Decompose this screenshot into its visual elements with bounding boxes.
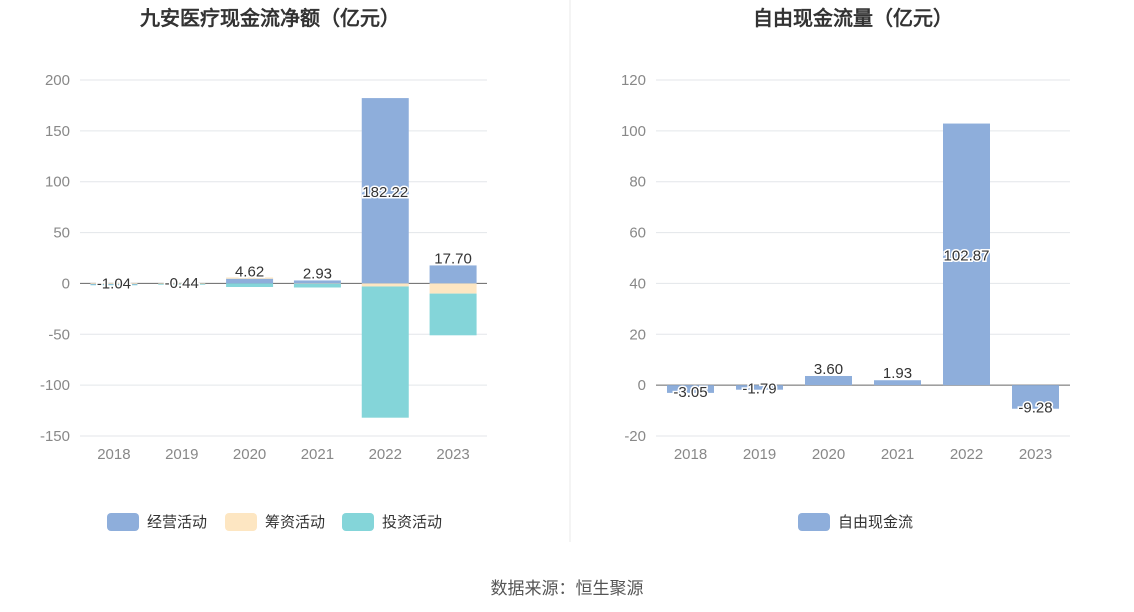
y-tick-label: -150 [40, 428, 70, 445]
legend-swatch-筹资活动 [225, 513, 257, 531]
x-tick-label: 2021 [301, 446, 334, 463]
bar-筹资活动-2020 [226, 277, 274, 279]
data-label: -3.05 [673, 384, 707, 401]
x-tick-label: 2018 [674, 446, 707, 463]
x-tick-label: 2020 [233, 446, 266, 463]
x-tick-label: 2019 [165, 446, 198, 463]
y-tick-label: 100 [621, 123, 646, 140]
data-label: 1.93 [883, 365, 912, 382]
x-tick-label: 2019 [743, 446, 776, 463]
bar-经营活动-2018 [90, 283, 138, 285]
y-tick-label: 80 [629, 174, 646, 191]
bar-自由现金流-2020 [805, 375, 852, 386]
y-tick-label: -100 [40, 377, 70, 394]
data-source-note: 数据来源：恒生聚源 [490, 579, 644, 599]
y-tick-label: -20 [624, 428, 646, 445]
y-tick-label: 20 [629, 326, 646, 343]
bar-自由现金流-2022 [943, 123, 990, 386]
bar-投资活动-2020 [226, 283, 274, 287]
data-label: -0.44 [165, 275, 199, 292]
y-tick-label: 50 [53, 225, 70, 242]
data-label: 182.22 [362, 184, 408, 201]
bar-经营活动-2020 [226, 278, 274, 284]
legend-label: 自由现金流 [838, 513, 913, 531]
bar-筹资活动-2019 [158, 283, 206, 285]
y-tick-label: 60 [629, 225, 646, 242]
legend-swatch-经营活动 [107, 513, 139, 531]
x-tick-label: 2023 [1019, 446, 1052, 463]
bar-自由现金流-2023 [1012, 385, 1059, 409]
data-label: 2.93 [303, 265, 332, 282]
data-label: -1.79 [742, 381, 776, 398]
bar-经营活动-2023 [429, 265, 477, 284]
x-tick-label: 2022 [950, 446, 983, 463]
data-label: 102.87 [944, 247, 990, 264]
bar-筹资活动-2018 [90, 283, 138, 284]
y-tick-label: 0 [638, 377, 646, 394]
bar-投资活动-2018 [90, 284, 138, 286]
bar-自由现金流-2021 [874, 380, 921, 386]
x-tick-label: 2018 [97, 446, 130, 463]
bar-筹资活动-2023 [429, 283, 477, 294]
chart-title: 自由现金流量（亿元） [753, 6, 953, 30]
data-label: -9.28 [1018, 400, 1052, 417]
y-tick-label: 40 [629, 275, 646, 292]
data-label: -1.04 [97, 275, 131, 292]
x-tick-label: 2023 [436, 446, 469, 463]
bar-投资活动-2019 [158, 283, 206, 285]
bar-投资活动-2022 [361, 286, 409, 418]
y-tick-label: 0 [62, 275, 70, 292]
bar-投资活动-2023 [429, 293, 477, 336]
legend-label: 经营活动 [147, 513, 207, 531]
bar-经营活动-2021 [293, 280, 341, 284]
x-tick-label: 2022 [369, 446, 402, 463]
legend-swatch-投资活动 [342, 513, 374, 531]
bar-经营活动-2022 [361, 98, 409, 284]
bar-自由现金流-2018 [667, 385, 714, 393]
bar-自由现金流-2019 [736, 385, 783, 390]
data-label: 17.70 [434, 250, 472, 267]
chart-title: 九安医疗现金流净额（亿元） [139, 6, 400, 30]
data-label: 4.62 [235, 264, 264, 281]
y-tick-label: 150 [45, 123, 70, 140]
chart-panel-1: 九安医疗现金流净额（亿元） 200 150 100 50 0 -50 -100 -150 2018… [40, 6, 487, 531]
legend-swatch-自由现金流 [798, 513, 830, 531]
legend-label: 筹资活动 [265, 513, 325, 531]
y-tick-label: 200 [45, 72, 70, 89]
y-tick-label: 120 [621, 72, 646, 89]
bar-筹资活动-2022 [361, 283, 409, 287]
x-tick-label: 2020 [812, 446, 845, 463]
chart-panel-2: 自由现金流量（亿元） 120 100 80 60 40 20 0 -20 2018 2019 2020… [621, 6, 1070, 531]
y-tick-label: 100 [45, 174, 70, 191]
x-tick-label: 2021 [881, 446, 914, 463]
data-label: 3.60 [814, 361, 843, 378]
y-tick-label: -50 [48, 326, 70, 343]
legend-label: 投资活动 [382, 513, 442, 531]
bar-投资活动-2021 [293, 283, 341, 288]
